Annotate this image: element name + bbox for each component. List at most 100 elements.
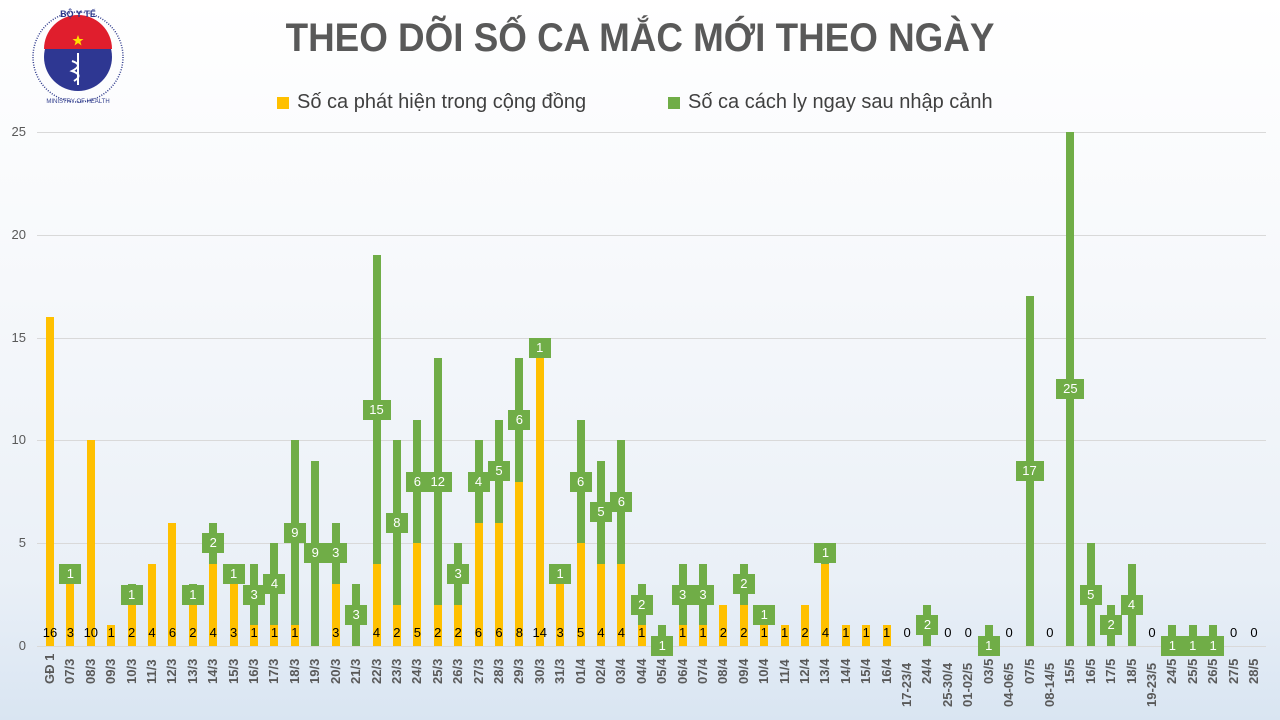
x-axis-tick-label: 03/5 [980,659,996,685]
data-label-zero: 0 [1046,625,1054,640]
data-label-quarantine: 1 [1202,636,1225,656]
x-axis-tick-label: 17-23/4 [899,663,915,708]
bar-community [188,604,197,646]
bar-quarantine [1209,625,1218,646]
bar-community [392,604,401,646]
data-label-quarantine: 3 [671,584,694,605]
bar-community [576,543,585,646]
svg-text:BỘ Y TẾ: BỘ Y TẾ [60,8,96,19]
bar-community [250,625,259,646]
data-label-quarantine: 12 [423,471,452,492]
x-axis-tick-label: 16/4 [878,659,894,685]
data-label-community: 1 [638,625,646,640]
data-label-quarantine: 1 [1181,636,1204,656]
x-axis-tick-label: 14/4 [837,659,853,685]
x-axis-tick-label: 25-30/4 [939,663,955,708]
x-axis-tick-label: 25/5 [1184,659,1200,685]
data-label-zero: 0 [1148,625,1156,640]
data-label-community: 1 [107,625,115,640]
legend-label-quarantine: Số ca cách ly ngay sau nhập cảnh [688,91,993,113]
data-label-community: 6 [168,625,177,640]
data-label-quarantine: 3 [345,605,368,626]
bar-community [801,604,810,646]
data-label-zero: 0 [944,625,952,640]
x-axis-tick-label: 17/5 [1103,659,1119,685]
x-axis-tick-label: 07/4 [695,659,711,685]
x-axis-tick-label: GĐ 1 [42,654,57,685]
data-label-community: 3 [556,625,564,640]
data-label-community: 3 [230,625,238,640]
bar-community [331,584,340,646]
gridline [37,440,1266,442]
gridline [37,234,1266,236]
x-axis-tick-label: 26/3 [450,659,466,685]
data-label-community: 2 [719,625,728,640]
data-label-quarantine: 8 [385,512,408,533]
x-axis-tick-label: 12/3 [164,659,180,685]
data-label-quarantine: 4 [263,574,286,595]
bar-community [107,625,116,646]
x-axis-tick-label: 24/3 [409,659,425,685]
data-label-zero: 0 [1250,625,1258,640]
data-label-quarantine: 15 [362,399,391,420]
bar-community [739,604,748,646]
bar-community [474,522,483,646]
gridline [37,132,1266,133]
data-label-quarantine: 4 [467,471,490,492]
data-label-quarantine: 1 [528,337,551,358]
x-axis-tick-label: 17/3 [266,659,282,685]
bar-community [678,625,687,646]
x-axis-tick-label: 13/3 [184,659,200,685]
data-label-quarantine: 3 [447,564,470,585]
data-label-community: 2 [393,625,401,640]
x-axis-tick-label: 18/3 [286,659,302,685]
data-label-community: 4 [597,625,605,640]
x-axis-tick-label: 29/3 [511,659,527,685]
bar-community [433,604,442,646]
data-label-zero: 0 [903,625,911,640]
logo-emblem-icon: BỘ Y TẾ MINISTRY OF HEALTH [32,8,124,105]
y-axis-tick-label: 0 [18,638,26,653]
x-axis-tick-label: 07/3 [62,659,78,685]
chart-title: THEO DÕI SỐ CA MẮC MỚI THEO NGÀY [285,16,995,60]
x-axis-tick-label: 16/5 [1082,659,1098,685]
data-label-community: 1 [699,625,707,640]
data-label-quarantine: 1 [59,564,82,585]
data-label-community: 14 [532,625,547,640]
data-label-community: 1 [250,625,258,640]
svg-text:MINISTRY OF HEALTH: MINISTRY OF HEALTH [46,99,109,105]
data-label-quarantine: 5 [1079,584,1102,605]
x-axis-tick-label: 26/5 [1205,659,1221,685]
x-axis-tick-label: 19-23/5 [1143,663,1159,708]
data-label-community: 4 [617,625,625,640]
bar-community [617,563,626,646]
data-label-quarantine: 1 [181,584,204,605]
bar-community [148,563,157,646]
x-axis-tick-label: 24/5 [1164,659,1180,685]
x-axis-tick-label: 11/3 [144,659,160,685]
bar-community [229,584,238,646]
bar-community [270,625,279,646]
x-axis-tick-label: 20/3 [327,659,343,685]
data-label-community: 2 [801,625,809,640]
x-axis-tick-label: 23/3 [388,659,404,685]
data-label-quarantine: 25 [1056,379,1085,399]
x-axis-tick-label: 08/3 [82,659,98,685]
legend-item-quarantine: Số ca cách ly ngay sau nhập cảnh [668,91,993,114]
x-axis-tick-label: 18/5 [1123,659,1139,685]
x-axis-tick-label: 01-02/5 [960,663,976,708]
x-axis-tick-label: 31/3 [552,659,568,685]
x-axis-tick-label: 05/4 [654,659,670,685]
x-axis-tick-label: 28/3 [490,659,506,685]
data-label-zero: 0 [1229,625,1238,640]
data-label-quarantine: 1 [120,584,143,605]
x-axis-tick-label: 07/5 [1021,659,1037,685]
bar-community [719,604,728,646]
data-label-quarantine: 9 [304,543,327,564]
bar-community [46,317,54,646]
data-label-community: 2 [740,625,748,640]
bar-community [66,584,75,646]
bar-community [127,604,136,646]
data-label-community: 2 [454,625,462,640]
